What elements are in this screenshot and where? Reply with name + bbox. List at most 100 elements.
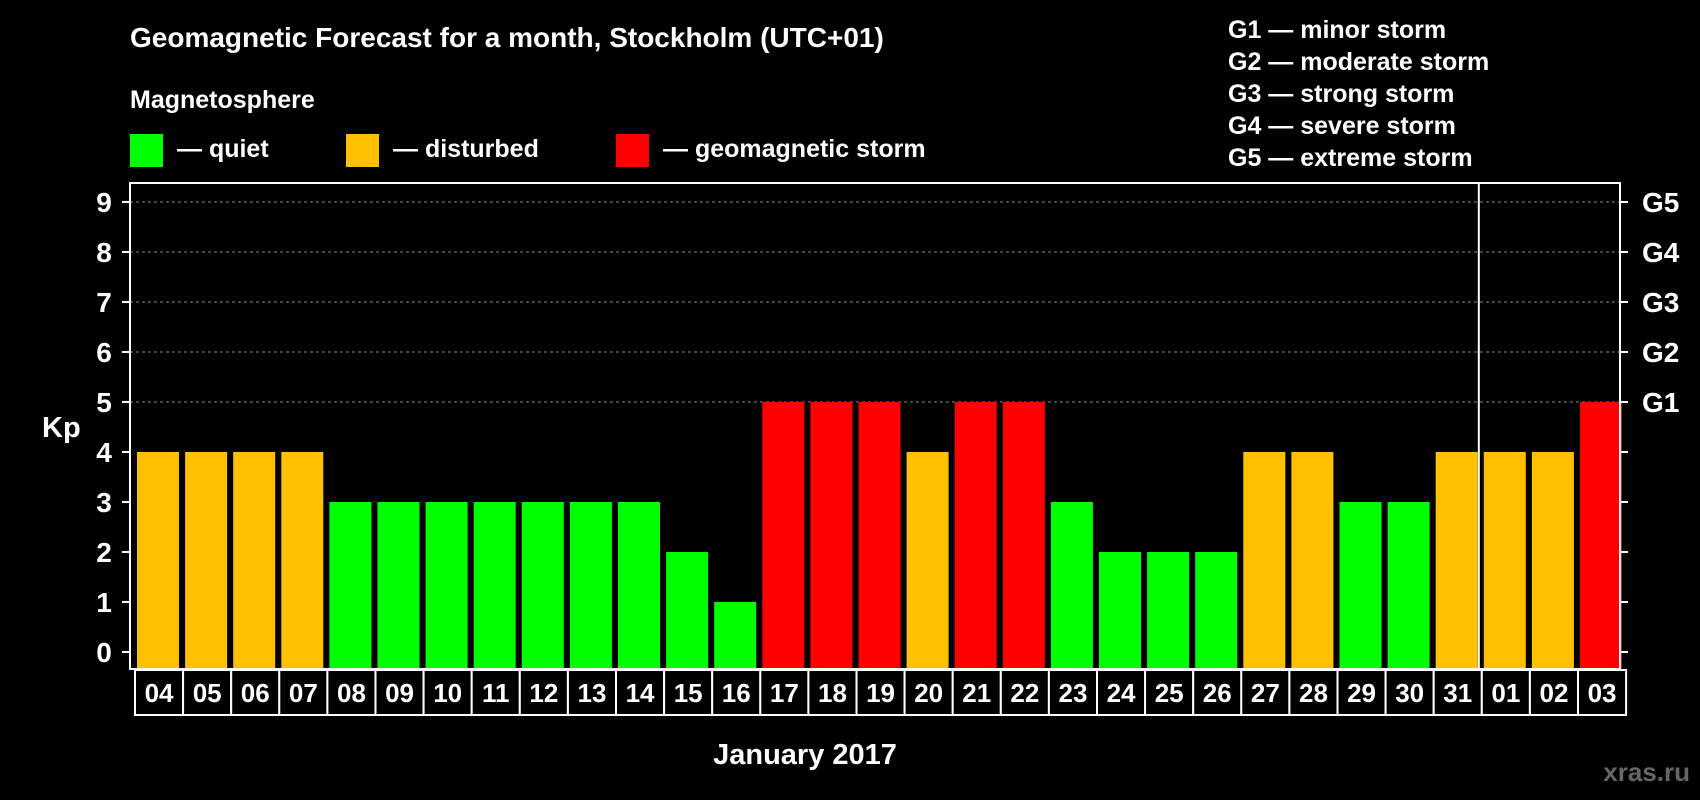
x-tick-label-13: 13	[577, 678, 606, 708]
y-tick-label-7: 7	[96, 287, 112, 318]
bar-16	[714, 602, 757, 668]
x-tick-label-29: 29	[1347, 678, 1376, 708]
bar-08	[329, 502, 372, 668]
legend-swatch-1	[346, 134, 379, 167]
right-axis-label-G5: G5	[1642, 187, 1679, 218]
x-label-box-14	[615, 669, 666, 716]
storm-scale-item-3: G4 — severe storm	[1228, 112, 1456, 140]
bar-09	[377, 502, 420, 668]
bar-30	[1387, 502, 1430, 668]
legend-swatch-2	[616, 134, 649, 167]
bar-12	[521, 502, 564, 668]
x-label-box-02	[1528, 669, 1580, 716]
bar-25	[1147, 552, 1190, 668]
x-tick-label-09: 09	[385, 678, 414, 708]
x-tick-label-25: 25	[1155, 678, 1184, 708]
x-tick-label-10: 10	[433, 678, 462, 708]
x-tick-label-21: 21	[962, 678, 991, 708]
watermark: xras.ru	[1603, 757, 1690, 787]
chart-title: Geomagnetic Forecast for a month, Stockh…	[130, 22, 884, 53]
x-axis-date-labels: 04 05 06 07 08 09 10 11 12 13 14 15 16 17 18 19 20 21 22 23…	[134, 669, 1628, 716]
bar-02	[1531, 452, 1574, 668]
x-label-box-06	[230, 669, 281, 716]
x-tick-label-22: 22	[1010, 678, 1039, 708]
x-tick-label-07: 07	[289, 678, 318, 708]
bar-03	[1580, 402, 1622, 668]
x-tick-label-19: 19	[866, 678, 895, 708]
legend-swatch-0	[130, 134, 163, 167]
x-tick-label-24: 24	[1107, 678, 1136, 708]
x-label-box-20	[903, 669, 954, 716]
bar-13	[569, 502, 612, 668]
x-label-box-26	[1192, 669, 1243, 716]
x-label-box-13	[566, 669, 618, 716]
bar-04	[137, 452, 179, 668]
x-tick-label-16: 16	[722, 678, 751, 708]
bar-21	[954, 402, 997, 668]
x-label-box-09	[374, 669, 425, 716]
x-tick-label-27: 27	[1251, 678, 1280, 708]
bar-10	[425, 502, 468, 668]
x-tick-label-11: 11	[482, 678, 510, 708]
y-tick-label-0: 0	[96, 637, 112, 668]
y-tick-label-3: 3	[96, 487, 112, 518]
storm-scale-legend: G1 — minor storm G2 — moderate storm G3 — …	[1228, 16, 1489, 172]
x-tick-label-30: 30	[1395, 678, 1424, 708]
x-label-box-23	[1047, 669, 1099, 716]
x-label-box-01	[1480, 669, 1531, 716]
bar-07	[281, 452, 324, 668]
bar-23	[1050, 502, 1093, 668]
x-tick-label-02: 02	[1539, 678, 1568, 708]
x-tick-label-01: 01	[1491, 678, 1520, 708]
x-tick-label-05: 05	[193, 678, 222, 708]
storm-scale-item-2: G3 — strong storm	[1228, 80, 1454, 108]
x-tick-label-20: 20	[914, 678, 943, 708]
right-axis-label-G1: G1	[1642, 387, 1679, 418]
y-tick-label-2: 2	[96, 537, 112, 568]
legend-label-0: — quiet	[177, 135, 269, 163]
bar-28	[1291, 452, 1334, 668]
bar-05	[185, 452, 228, 668]
legend: — quiet — disturbed — geomagnetic storm	[130, 134, 926, 167]
x-label-box-29	[1336, 669, 1387, 716]
y-tick-label-1: 1	[96, 587, 112, 618]
bar-20	[906, 452, 949, 668]
x-label-box-25	[1144, 669, 1195, 716]
gridlines	[130, 201, 1620, 403]
x-tick-label-26: 26	[1203, 678, 1232, 708]
legend-label-1: — disturbed	[393, 135, 539, 163]
right-axis-g-scale: G1 G2 G3 G4 G5	[1642, 187, 1680, 418]
storm-scale-item-0: G1 — minor storm	[1228, 16, 1446, 44]
x-label-box-05	[182, 669, 233, 716]
legend-label-2: — geomagnetic storm	[663, 135, 926, 163]
x-label-box-31	[1432, 669, 1483, 716]
y-axis: 0 1 2 3 4 5 6 7 8 9	[96, 187, 1628, 668]
storm-scale-item-4: G5 — extreme storm	[1228, 144, 1473, 172]
right-axis-label-G3: G3	[1642, 287, 1679, 318]
bar-01	[1483, 452, 1526, 668]
y-tick-label-5: 5	[96, 387, 112, 418]
bar-22	[1002, 402, 1045, 668]
storm-scale-item-1: G2 — moderate storm	[1228, 48, 1489, 76]
bar-06	[233, 452, 276, 668]
x-tick-label-12: 12	[529, 678, 558, 708]
x-label-box-28	[1288, 669, 1339, 716]
x-tick-label-06: 06	[241, 678, 270, 708]
x-tick-label-15: 15	[674, 678, 703, 708]
legend-heading: Magnetosphere	[130, 86, 315, 114]
y-tick-label-8: 8	[96, 237, 112, 268]
x-label-box-07	[278, 669, 329, 716]
bar-29	[1339, 502, 1382, 668]
x-tick-label-28: 28	[1299, 678, 1328, 708]
right-axis-label-G4: G4	[1642, 237, 1680, 268]
x-tick-label-23: 23	[1058, 678, 1087, 708]
x-label-box-27	[1240, 669, 1291, 716]
x-axis-label: January 2017	[713, 739, 897, 771]
bar-15	[666, 552, 709, 668]
bar-11	[473, 502, 516, 668]
y-tick-label-6: 6	[96, 337, 112, 368]
x-tick-label-08: 08	[337, 678, 366, 708]
y-axis-label: Kp	[42, 412, 81, 444]
x-label-box-22	[999, 669, 1050, 716]
